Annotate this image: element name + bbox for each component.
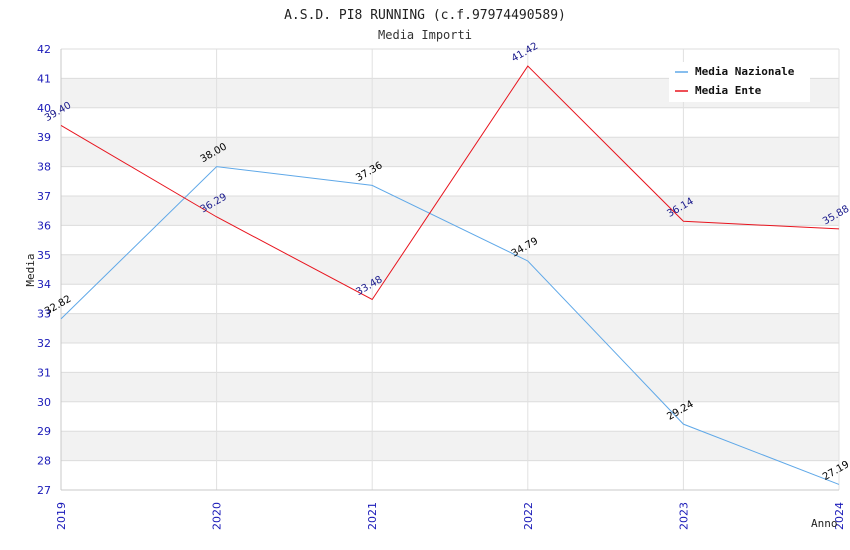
legend-box [669,62,810,102]
plot-band [61,343,839,373]
plot-band [61,313,839,343]
x-axis-ticks: 2019 2020 2021 2022 2023 2024 [55,502,846,530]
y-tick-label: 32 [37,337,51,350]
y-tick-label: 34 [37,278,51,291]
y-tick-label: 30 [37,396,51,409]
series-line-media-ente [60,65,840,301]
plot-band [61,460,839,490]
legend-label-media-nazionale: Media Nazionale [695,65,795,78]
x-tick-label: 2022 [522,502,535,530]
series-line-media-nazionale [60,166,840,485]
x-tick-label: 2021 [366,502,379,530]
plot-band [61,431,839,461]
gridlines [60,48,840,491]
plot-band [61,166,839,196]
y-tick-label: 42 [37,43,51,56]
plot-bands [61,49,839,490]
plot-band [61,284,839,314]
chart-subtitle: Media Importi [378,28,472,42]
y-tick-label: 41 [37,72,51,85]
y-tick-label: 37 [37,190,51,203]
y-tick-label: 40 [37,102,51,115]
plot-band [61,137,839,167]
x-tick-label: 2019 [55,502,68,530]
plot-band [61,254,839,285]
y-tick-label: 28 [37,455,51,468]
legend-label-media-ente: Media Ente [695,84,762,97]
y-tick-label: 27 [37,484,51,497]
plot-band [61,372,839,402]
x-tick-label: 2023 [677,502,690,530]
y-tick-label: 36 [37,219,51,232]
plot-band [61,401,839,432]
plot-band [61,107,839,138]
y-tick-label: 29 [37,425,51,438]
y-axis-label: Media [24,253,37,286]
y-tick-label: 35 [37,249,51,262]
chart-title: A.S.D. PI8 RUNNING (c.f.97974490589) [284,8,566,23]
y-tick-label: 33 [37,308,51,321]
x-tick-label: 2024 [833,502,846,530]
y-tick-label: 39 [37,131,51,144]
x-axis-label: Anno [811,517,838,530]
x-tick-label: 2020 [211,502,224,530]
y-tick-label: 38 [37,161,51,174]
y-axis-ticks: 27 28 29 30 31 32 33 34 35 36 37 38 39 40 41 42 [37,43,51,497]
y-tick-label: 31 [37,366,51,379]
plot-band [61,225,839,255]
series-lines [60,65,840,485]
plot-band [61,196,839,226]
legend: Media Nazionale Media Ente [669,62,810,102]
